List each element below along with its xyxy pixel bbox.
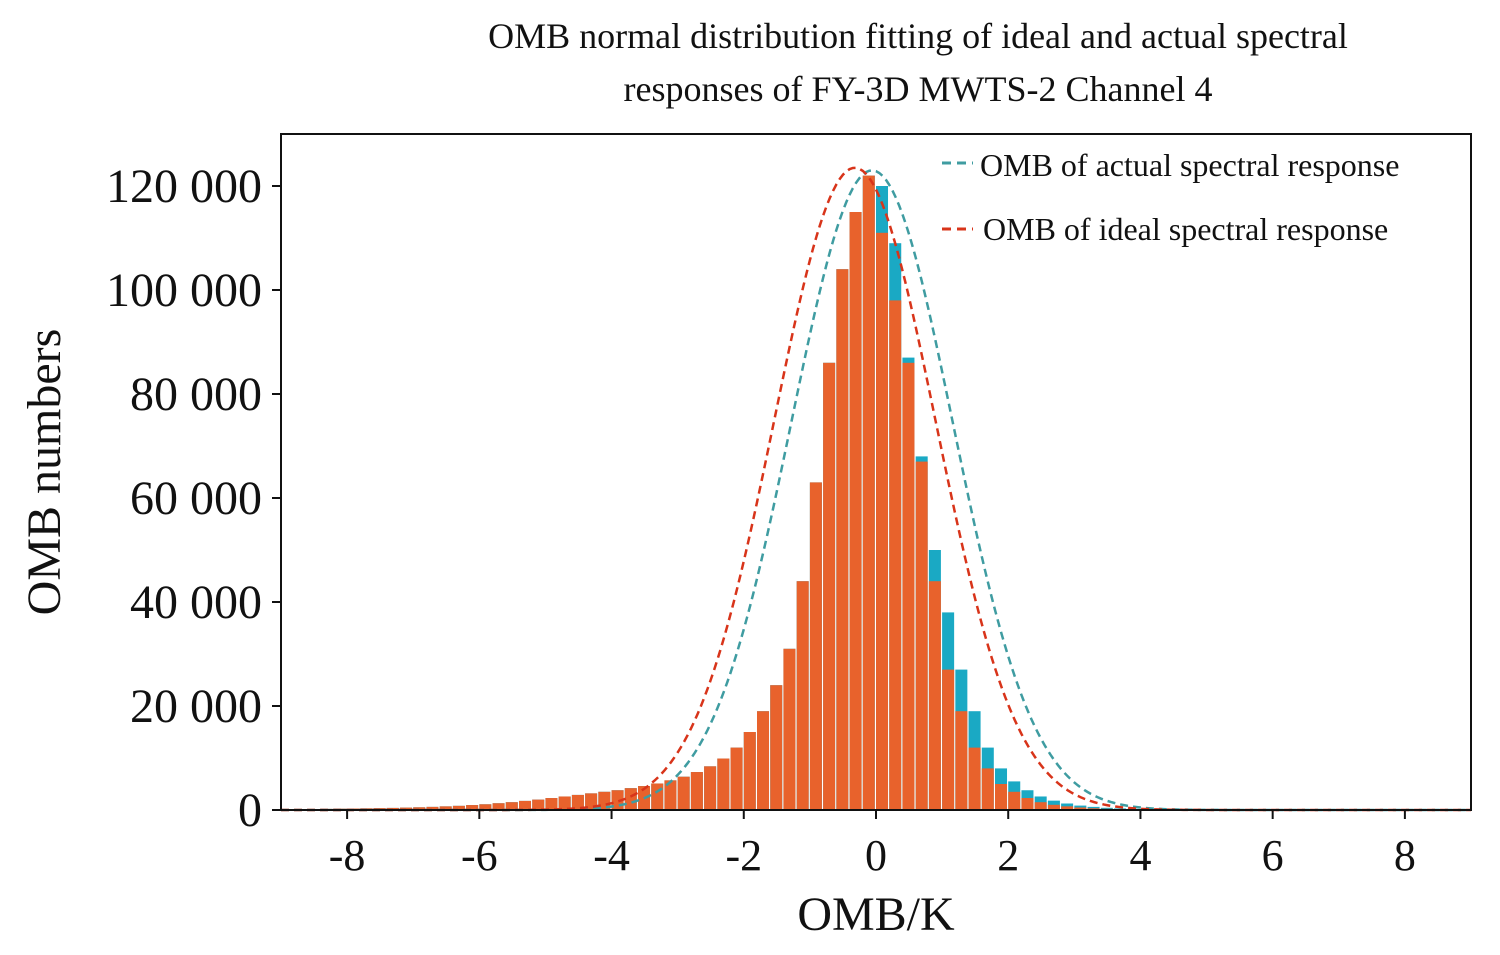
ideal-response-bar (1035, 802, 1047, 810)
y-axis: 0 20 000 40 000 60 000 80 000 100 000 120 000 (106, 160, 281, 837)
legend-label-ideal: OMB of ideal spectral response (983, 211, 1388, 247)
ideal-response-bar (770, 685, 782, 810)
chart-title-line-1: OMB normal distribution fitting of ideal… (488, 16, 1348, 56)
x-tick-label: -6 (461, 831, 498, 880)
y-tick-label: 120 000 (106, 160, 262, 213)
ideal-response-bar (942, 670, 954, 810)
ideal-response-bar (744, 732, 756, 810)
x-tick-label: -2 (725, 831, 762, 880)
x-tick-label: 4 (1129, 831, 1151, 880)
x-axis: -8 -6 -4 -2 0 2 4 6 8 (329, 810, 1416, 880)
legend-label-actual: OMB of actual spectral response (980, 147, 1399, 183)
legend: OMB of actual spectral response OMB of i… (942, 147, 1399, 247)
ideal-response-bar (836, 269, 848, 810)
x-axis-label: OMB/K (797, 888, 955, 941)
ideal-response-bar (863, 176, 875, 810)
y-tick-label: 80 000 (130, 368, 262, 421)
y-axis-label: OMB numbers (18, 329, 71, 616)
x-tick-label: 8 (1394, 831, 1416, 880)
y-tick-label: 0 (238, 784, 262, 837)
x-tick-label: 2 (997, 831, 1019, 880)
x-tick-label: -4 (593, 831, 630, 880)
ideal-response-bar (916, 462, 928, 810)
x-tick-label: -8 (329, 831, 366, 880)
ideal-response-bar (995, 784, 1007, 810)
ideal-response-bar (797, 581, 809, 810)
x-tick-label: 6 (1262, 831, 1284, 880)
actual-response-bars (281, 176, 1470, 810)
ideal-response-bar (678, 777, 690, 810)
ideal-response-bar (889, 300, 901, 810)
x-tick-label: 0 (865, 831, 887, 880)
y-tick-label: 100 000 (106, 264, 262, 317)
ideal-response-bar (955, 711, 967, 810)
chart-title-line-2: responses of FY-3D MWTS-2 Channel 4 (624, 69, 1213, 109)
ideal-response-bar (731, 748, 743, 810)
chart-title: OMB normal distribution fitting of ideal… (488, 16, 1348, 109)
ideal-response-bar (757, 711, 769, 810)
ideal-response-bar (902, 363, 914, 810)
ideal-response-bar (691, 772, 703, 810)
ideal-response-bar (625, 788, 637, 810)
y-tick-label: 60 000 (130, 472, 262, 525)
ideal-response-bar (1021, 798, 1033, 810)
ideal-response-bar (704, 766, 716, 810)
ideal-response-bar (783, 649, 795, 810)
ideal-response-bar (823, 363, 835, 810)
ideal-response-bar (929, 581, 941, 810)
y-tick-label: 20 000 (130, 680, 262, 733)
y-tick-label: 40 000 (130, 576, 262, 629)
ideal-response-bar (982, 768, 994, 810)
ideal-response-bar (810, 482, 822, 810)
ideal-response-bar (717, 759, 729, 810)
ideal-response-bar (969, 748, 981, 810)
ideal-response-bar (1008, 792, 1020, 810)
ideal-response-bars (281, 176, 1470, 810)
ideal-response-bar (876, 233, 888, 810)
ideal-response-bar (850, 212, 862, 810)
